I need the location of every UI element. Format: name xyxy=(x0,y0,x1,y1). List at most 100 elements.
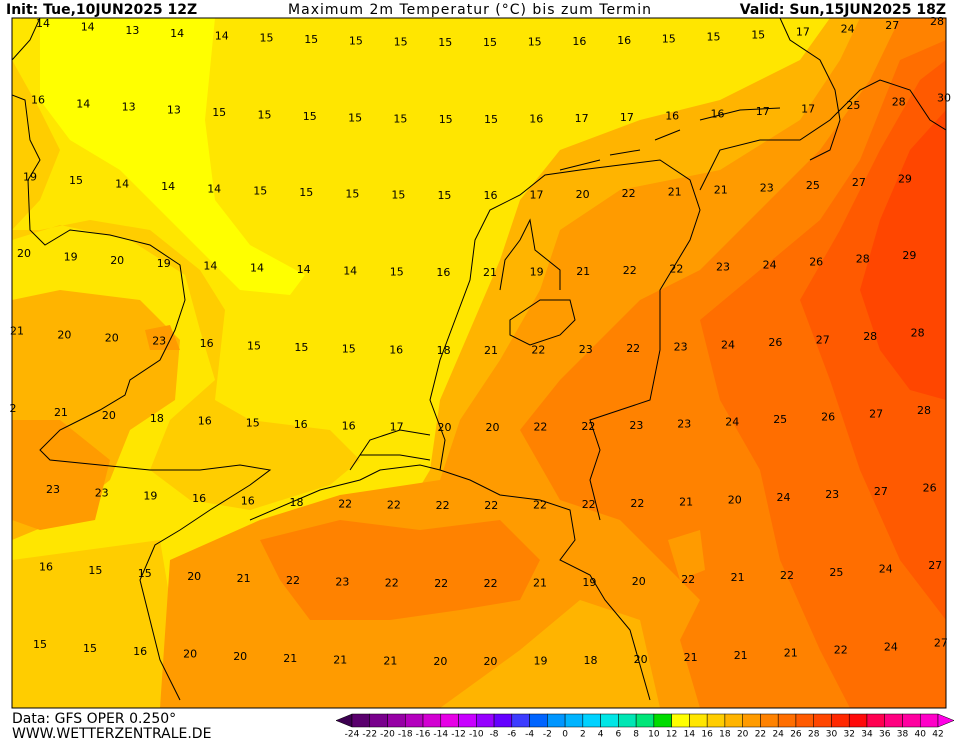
temperature-value: 18 xyxy=(584,654,598,667)
init-time: Init: Tue,10JUN2025 12Z xyxy=(6,2,197,18)
temperature-value: 17 xyxy=(620,111,634,124)
temperature-value: 17 xyxy=(796,26,810,39)
temperature-value: 27 xyxy=(928,559,942,572)
temperature-value: 24 xyxy=(721,338,735,351)
temperature-value: 20 xyxy=(632,575,646,588)
temperature-value: 15 xyxy=(260,31,274,44)
colorbar-swatch xyxy=(866,713,885,728)
colorbar-tick-label: -2 xyxy=(543,730,552,740)
colorbar-swatch xyxy=(564,713,584,728)
temperature-value: 20 xyxy=(433,655,447,668)
temperature-value: 22 xyxy=(385,576,399,589)
temperature-value: 27 xyxy=(852,176,866,189)
colorbar-swatch xyxy=(618,713,637,728)
colorbar-tick-label: -16 xyxy=(416,730,431,740)
colorbar-tick-label: -12 xyxy=(451,730,466,740)
temperature-value: 21 xyxy=(576,265,590,278)
temperature-value: 15 xyxy=(69,174,83,187)
colorbar-tick-label: 12 xyxy=(666,730,677,740)
colorbar-tick-label: 2 xyxy=(580,730,586,740)
site-name: WWW.WETTERZENTRALE.DE xyxy=(12,726,211,741)
temperature-value: 19 xyxy=(143,490,157,503)
temperature-value: 27 xyxy=(869,407,883,420)
colorbar-swatch xyxy=(902,713,921,728)
colorbar-swatch xyxy=(511,713,530,728)
colorbar-swatch xyxy=(405,713,424,728)
colorbar-swatch xyxy=(582,713,601,728)
temperature-value: 15 xyxy=(394,35,408,48)
temperature-value: 16 xyxy=(39,561,53,574)
temperature-value: 16 xyxy=(484,189,498,202)
temperature-value: 16 xyxy=(241,494,255,507)
temperature-value: 20 xyxy=(102,409,116,422)
temperature-value: 19 xyxy=(582,576,596,589)
temperature-value: 17 xyxy=(390,420,404,433)
colorbar-tick-label: 24 xyxy=(772,730,784,740)
temperature-value: 23 xyxy=(674,340,688,353)
temperature-value: 15 xyxy=(253,185,267,198)
temperature-value: 15 xyxy=(483,36,497,49)
temperature-value: 24 xyxy=(879,563,893,576)
temperature-value: 22 xyxy=(681,573,695,586)
temperature-value: 22 xyxy=(436,499,450,512)
colorbar-tick-label: 42 xyxy=(932,730,943,740)
colorbar-swatch xyxy=(547,713,566,728)
temperature-value: 20 xyxy=(634,653,648,666)
temperature-value: 27 xyxy=(885,19,899,32)
temperature-value: 23 xyxy=(825,488,839,501)
temperature-value: 15 xyxy=(304,33,318,46)
temperature-value: 28 xyxy=(856,253,870,266)
colorbar-arrow-high xyxy=(937,713,955,728)
temperature-value: 22 xyxy=(623,264,637,277)
colorbar: -24 -22 -20 -18 -16 -14 -12 -10 -8 -6 -4 -2 0 2 4 6 8 10 1… xyxy=(335,713,955,740)
colorbar-swatch xyxy=(653,713,672,728)
temperature-value: 16 xyxy=(342,420,356,433)
temperature-value: 20 xyxy=(438,421,452,434)
colorbar-tick-label: -20 xyxy=(380,730,395,740)
colorbar-tick-label: 4 xyxy=(598,730,604,740)
temperature-value: 21 xyxy=(483,266,497,279)
colorbar-tick-label: 8 xyxy=(633,730,639,740)
temperature-value: 14 xyxy=(81,21,95,34)
temperature-value: 21 xyxy=(283,652,297,665)
colorbar-swatch xyxy=(369,713,388,728)
temperature-value: 25 xyxy=(846,99,860,112)
temperature-value: 16 xyxy=(617,34,631,47)
temperature-value: 22 xyxy=(581,420,595,433)
temperature-value: 16 xyxy=(294,418,308,431)
temperature-value: 21 xyxy=(237,572,251,585)
colorbar-swatch xyxy=(724,713,743,728)
temperature-value: 15 xyxy=(390,265,404,278)
temperature-value: 20 xyxy=(187,570,201,583)
temperature-value: 19 xyxy=(157,257,171,270)
temperature-value: 25 xyxy=(773,413,787,426)
temperature-value: 15 xyxy=(83,642,97,655)
temperature-value: 23 xyxy=(46,483,60,496)
colorbar-tick-label: -18 xyxy=(398,730,413,740)
temperature-value: 15 xyxy=(528,36,542,49)
temperature-value: 21 xyxy=(679,495,693,508)
temperature-value: 21 xyxy=(684,651,698,664)
temperature-value: 17 xyxy=(756,105,770,118)
colorbar-arrow-low xyxy=(335,713,353,728)
temperature-value: 16 xyxy=(192,492,206,505)
temperature-value: 14 xyxy=(297,263,311,276)
temperature-value: 14 xyxy=(203,259,217,272)
temperature-value: 20 xyxy=(110,254,124,267)
temperature-value: 15 xyxy=(138,567,152,580)
map-title: Maximum 2m Temperatur (°C) bis zum Termi… xyxy=(288,2,652,18)
temperature-value: 15 xyxy=(391,188,405,201)
coastlines xyxy=(12,18,946,701)
temperature-value: 14 xyxy=(215,29,229,42)
temperature-value: 25 xyxy=(806,179,820,192)
colorbar-tick-label: -22 xyxy=(362,730,377,740)
temperature-value: 20 xyxy=(57,328,71,341)
colorbar-swatch xyxy=(387,713,406,728)
temperature-value: 22 xyxy=(484,499,498,512)
temperature-value: 20 xyxy=(105,332,119,345)
colorbar-swatch xyxy=(919,713,939,728)
colorbar-tick-label: 32 xyxy=(843,730,854,740)
colorbar-swatch xyxy=(422,713,442,728)
temperature-value: 23 xyxy=(579,343,593,356)
